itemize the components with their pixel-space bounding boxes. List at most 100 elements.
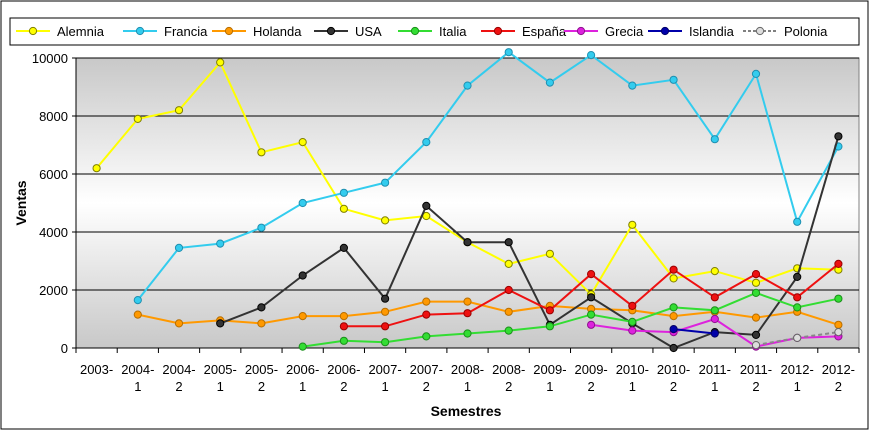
x-tick-label: 2007- [368, 362, 401, 377]
data-point [298, 138, 307, 147]
x-tick-label: 2006- [327, 362, 360, 377]
x-tick-label: 2003- [80, 362, 113, 377]
data-point [504, 326, 513, 335]
data-point [381, 307, 390, 316]
legend-label: Francia [164, 24, 208, 39]
data-point [339, 243, 348, 252]
legend-label: Polonia [784, 24, 828, 39]
x-tick-label-line2: 2 [258, 379, 265, 394]
data-point [710, 306, 719, 315]
data-point [422, 310, 431, 319]
data-point [504, 307, 513, 316]
data-point [381, 216, 390, 225]
data-point [422, 297, 431, 306]
data-point [257, 303, 266, 312]
data-point [257, 319, 266, 328]
x-tick-label-line2: 2 [670, 379, 677, 394]
data-point [463, 81, 472, 90]
legend-label: Italia [439, 24, 467, 39]
data-point [422, 332, 431, 341]
data-point [381, 294, 390, 303]
x-tick-label-line2: 2 [588, 379, 595, 394]
data-point [339, 336, 348, 345]
x-axis-label: Semestres [431, 403, 502, 419]
data-point [463, 297, 472, 306]
data-point [587, 293, 596, 302]
x-tick-label-line2: 2 [835, 379, 842, 394]
data-point [257, 148, 266, 157]
data-point [587, 320, 596, 329]
data-point [463, 238, 472, 247]
data-point [751, 69, 761, 79]
x-tick-label-line2: 2 [340, 379, 347, 394]
data-point [298, 271, 307, 280]
series-line [137, 50, 840, 301]
y-axis: 0 2000 4000 6000 8000 10000 [32, 51, 77, 356]
y-tick-label: 4000 [39, 225, 68, 240]
data-point [793, 217, 802, 226]
x-tick-label: 2008- [451, 362, 484, 377]
series-españa [339, 259, 843, 331]
data-point [628, 81, 637, 90]
data-point [587, 51, 596, 60]
data-point [834, 320, 843, 329]
legend-marker [576, 26, 586, 36]
legend-label: Grecia [605, 24, 644, 39]
x-tick-label: 2009- [575, 362, 608, 377]
data-point [628, 317, 637, 326]
series-italia [298, 288, 843, 351]
data-point [504, 285, 513, 295]
legend-label: Islandia [689, 24, 735, 39]
legend: Alemnia Francia Holanda USA Italia España Grec… [16, 24, 828, 39]
x-tick-label: 2004- [162, 362, 195, 377]
series-islandia [669, 325, 719, 338]
x-tick-label-line2: 2 [175, 379, 182, 394]
legend-marker [660, 26, 670, 36]
data-point [545, 78, 555, 87]
data-point [298, 342, 307, 351]
data-point [545, 322, 555, 331]
legend-label: Alemnia [57, 24, 105, 39]
legend-item-islandia: Islandia [648, 24, 735, 39]
data-point [669, 75, 678, 84]
data-point [422, 138, 431, 147]
data-point [628, 220, 637, 229]
data-point [751, 330, 761, 339]
data-point [751, 313, 761, 322]
data-point [298, 312, 307, 321]
y-tick-label: 6000 [39, 167, 68, 182]
data-point [710, 135, 719, 144]
data-point [751, 341, 761, 350]
data-point [793, 303, 802, 312]
data-point [710, 267, 719, 276]
x-tick-label: 2005- [245, 362, 278, 377]
y-tick-label: 8000 [39, 109, 68, 124]
series-line [137, 300, 839, 326]
legend-item-grecia: Grecia [564, 24, 644, 39]
data-point [710, 293, 719, 302]
data-point [545, 306, 555, 315]
series-polonia [751, 328, 843, 350]
data-point [92, 164, 101, 173]
data-point [587, 310, 596, 319]
series-line [302, 291, 839, 348]
legend-marker [135, 26, 145, 36]
data-point [628, 326, 637, 335]
data-point [793, 293, 802, 302]
x-tick-label: 2004- [121, 362, 154, 377]
legend-marker [326, 26, 336, 36]
x-tick-label: 2011- [740, 362, 772, 377]
data-point [339, 204, 348, 213]
data-point [793, 333, 802, 342]
data-point [174, 319, 184, 328]
data-point [587, 270, 596, 279]
data-point [339, 188, 348, 197]
data-point [422, 201, 431, 210]
legend-marker [755, 26, 765, 36]
data-point [463, 309, 472, 318]
data-point [463, 329, 472, 338]
x-tick-label-line2: 1 [381, 379, 388, 394]
legend-item-alemnia: Alemnia [16, 24, 105, 39]
data-point [298, 198, 307, 208]
